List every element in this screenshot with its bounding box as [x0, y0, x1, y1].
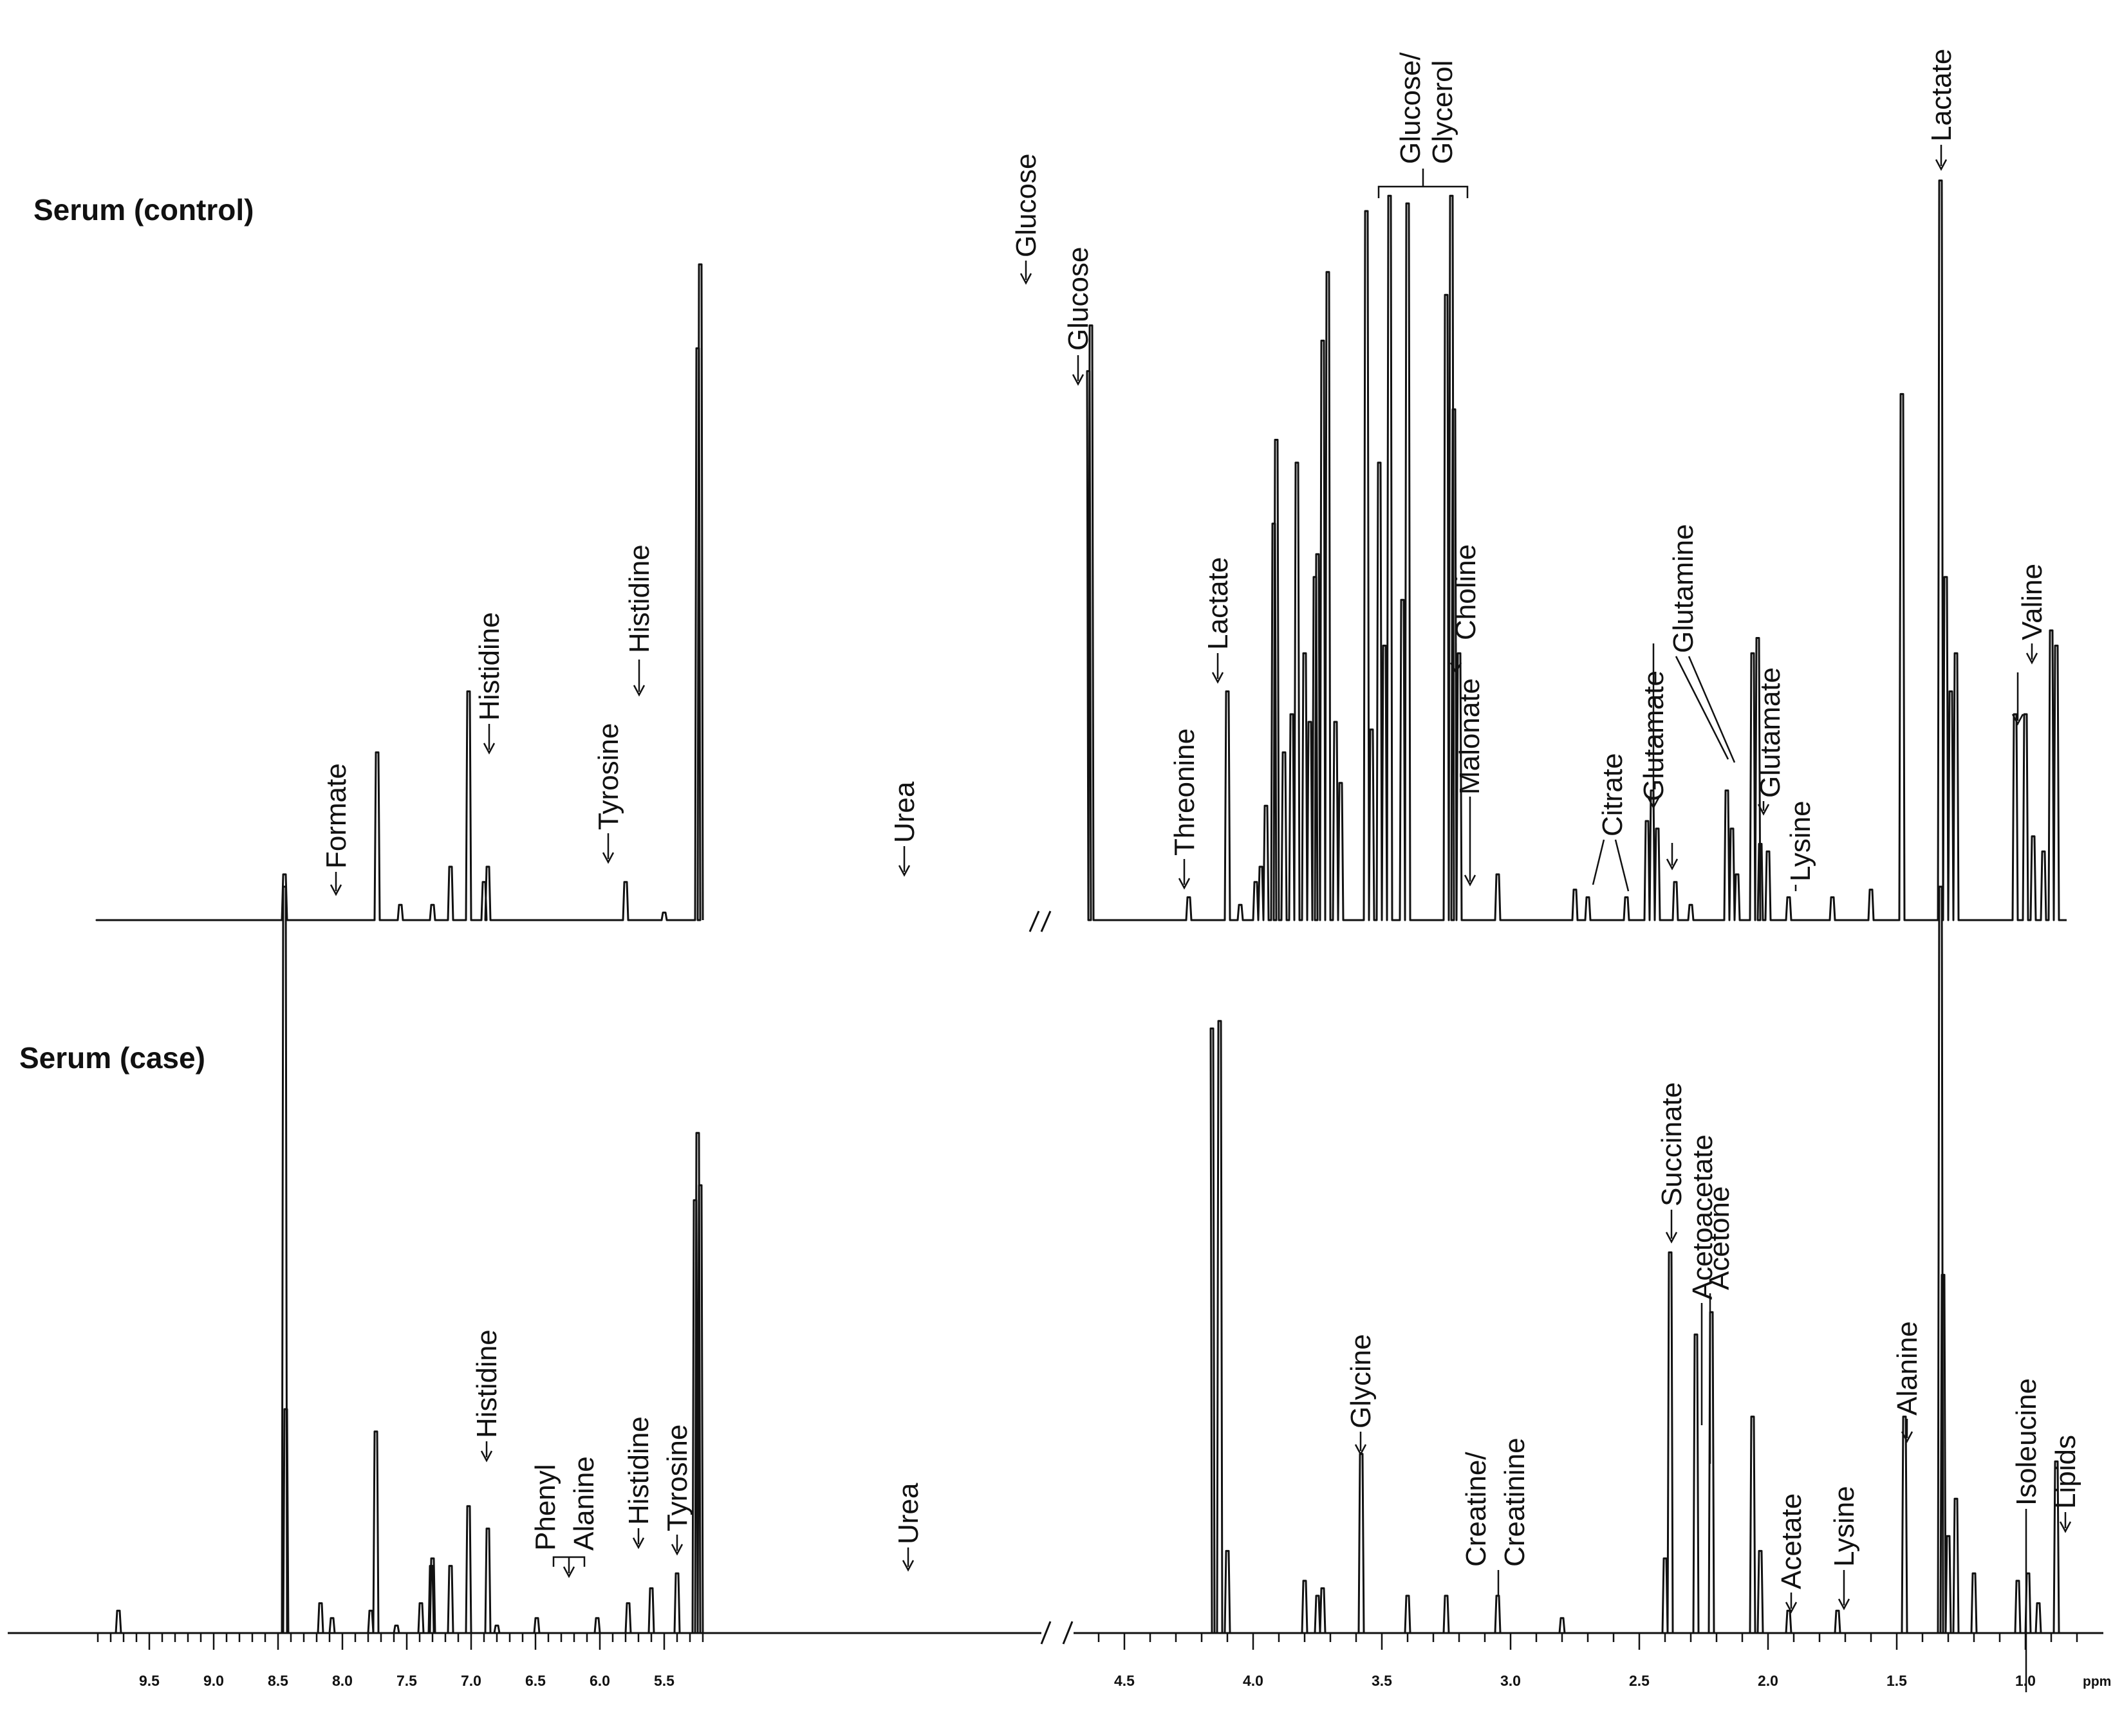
annotation-label: Glucose [1010, 154, 1042, 257]
panel-title-case: Serum (case) [19, 1041, 205, 1075]
spectrum-case [95, 885, 2067, 1634]
x-tick-label: 4.0 [1243, 1672, 1263, 1689]
annotation-label: Alanine [1892, 1321, 1923, 1416]
annotation-label: Lipids [2050, 1435, 2081, 1509]
annotation-label: Histidine [471, 1329, 503, 1438]
annotation-label: Acetone [1704, 1187, 1735, 1290]
x-axis: 9.5 9.0 8.5 8.0 7.5 7.0 6.5 6.0 5.5 4.5 … [8, 1621, 2111, 1689]
annotation-label: Malonate [1454, 678, 1485, 795]
x-tick-label: 9.5 [139, 1672, 160, 1689]
spectrum-control-line-segment-1 [1086, 180, 2067, 921]
annotation-label: Tyrosine [662, 1425, 693, 1531]
spectrum-break-marks [1029, 910, 1052, 932]
annotation-label: Alanine [568, 1456, 600, 1551]
x-tick-label: 3.0 [1500, 1672, 1521, 1689]
annotations-case [480, 1210, 2072, 1692]
x-tick-label: 2.0 [1758, 1672, 1778, 1689]
annotation-label: Glycine [1345, 1334, 1377, 1428]
x-tick-label: 6.0 [590, 1672, 610, 1689]
annotation-label: Lysine [1785, 800, 1816, 882]
x-tick-label: 8.5 [268, 1672, 288, 1689]
x-tick-label: 6.5 [525, 1672, 546, 1689]
x-tick-label: 2.5 [1629, 1672, 1650, 1689]
spectrum-control [95, 180, 2067, 921]
x-tick-label: 1.5 [1886, 1672, 1907, 1689]
annotation-label: Choline [1450, 544, 1482, 640]
x-axis-unit-label: ppm [2083, 1674, 2111, 1689]
annotation-label: Acetoacetate [1687, 1134, 1718, 1300]
annotation-label: Lactate [1926, 49, 1957, 142]
panel-title-control: Serum (control) [33, 193, 254, 226]
x-tick-label: 7.0 [461, 1672, 481, 1689]
annotation-label: Urea [893, 1482, 924, 1544]
x-tick-label: 8.0 [332, 1672, 353, 1689]
x-tick-label: 3.5 [1372, 1672, 1392, 1689]
annotation-label: Histidine [474, 612, 505, 721]
annotation-label: Lactate [1202, 557, 1234, 650]
annotation-label: Glucose/ [1395, 52, 1426, 164]
annotation-label: Glutamine [1668, 524, 1699, 653]
annotation-label: Creatine/ [1460, 1452, 1492, 1567]
spectrum-control-line-segment-0 [95, 263, 704, 921]
annotation-label: Lysine [1829, 1486, 1860, 1567]
annotation-label: Isoleucine [2011, 1378, 2042, 1506]
x-tick-label: 7.5 [396, 1672, 417, 1689]
annotation-label: Glutamate [1755, 667, 1786, 798]
annotation-label: Glutamate [1638, 670, 1670, 801]
annotation-labels-control: Formate Histidine Tyrosine Histidine Ure… [321, 49, 2048, 882]
annotation-label: Citrate [1597, 753, 1628, 836]
spectrum-case-line-segment-0 [95, 885, 704, 1634]
annotation-label: Formate [321, 763, 352, 869]
annotation-label: Histidine [623, 1416, 655, 1525]
annotation-label: Histidine [624, 544, 655, 653]
annotation-label: Succinate [1656, 1082, 1688, 1206]
x-tick-label: 9.0 [203, 1672, 224, 1689]
spectrum-case-line-segment-1 [1209, 885, 2067, 1634]
annotation-labels-case: Histidine Phenyl Alanine Histidine Tyros… [471, 1082, 2081, 1589]
annotations-control [330, 145, 2038, 896]
annotation-label: Phenyl [530, 1464, 561, 1551]
annotation-label: Acetate [1776, 1493, 1807, 1589]
x-tick-label: 5.5 [654, 1672, 675, 1689]
annotation-label: Threonine [1169, 728, 1200, 856]
x-tick-label: 4.5 [1114, 1672, 1135, 1689]
annotation-label: Valine [2016, 564, 2048, 640]
annotation-label: Glycerol [1427, 60, 1458, 164]
annotation-label: Urea [889, 781, 920, 843]
annotation-label: Glucose [1063, 247, 1094, 351]
annotation-label: Tyrosine [593, 723, 624, 830]
annotation-label: Creatinine [1499, 1437, 1531, 1567]
